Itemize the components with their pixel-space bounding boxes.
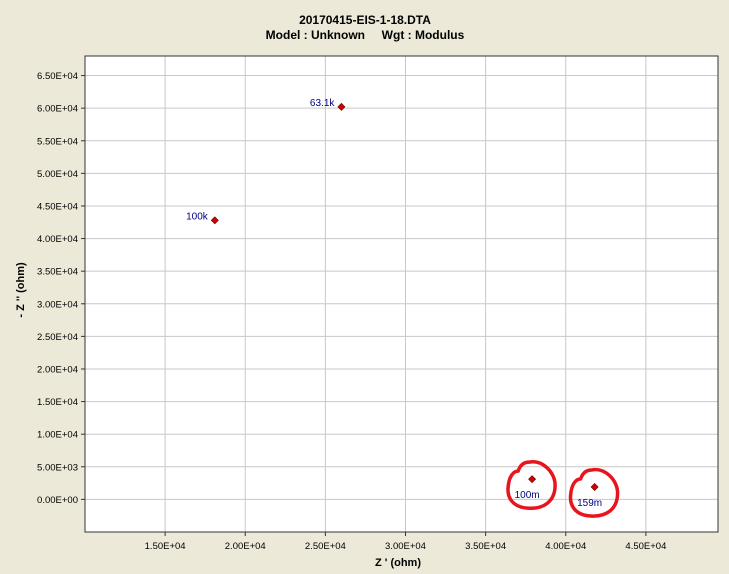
y-tick-label: 1.00E+04 <box>37 430 78 441</box>
chart-subtitle: Model : Unknown Wgt : Modulus <box>266 28 465 42</box>
x-tick-label: 3.50E+04 <box>465 541 506 552</box>
x-tick-label: 2.50E+04 <box>305 541 346 552</box>
data-point <box>337 102 346 111</box>
data-point-label: 100m <box>515 490 540 501</box>
x-axis-ticks: 1.50E+04 2.00E+04 2.50E+04 3.00E+04 3.50E+04… <box>145 532 666 552</box>
data-point <box>590 483 599 491</box>
y-tick-label: 6.50E+04 <box>37 71 78 82</box>
plot-frame <box>84 55 719 533</box>
annotation-circles <box>506 460 620 518</box>
data-point-label: 100k <box>186 211 209 222</box>
data-points: 100k 63.1k 100m 159m <box>186 98 602 509</box>
data-point-label: 159m <box>577 498 602 509</box>
x-tick-label: 3.00E+04 <box>385 541 426 552</box>
y-tick-label: 3.00E+04 <box>37 299 78 310</box>
grid-lines <box>85 56 718 532</box>
data-point <box>210 216 219 225</box>
y-tick-label: 2.50E+04 <box>37 332 78 343</box>
y-axis-label: - Z '' (ohm) <box>15 262 27 318</box>
annotation-circle <box>568 467 620 518</box>
annotation-circle <box>506 460 557 510</box>
x-tick-label: 4.00E+04 <box>545 541 586 552</box>
y-tick-label: 4.00E+04 <box>37 234 78 245</box>
x-tick-label: 2.00E+04 <box>225 541 266 552</box>
data-point-label: 63.1k <box>310 98 335 109</box>
x-tick-label: 4.50E+04 <box>625 541 666 552</box>
y-axis-ticks: 0.00E+00 5.00E+03 1.00E+04 1.50E+04 2.00E+04… <box>37 71 85 506</box>
y-tick-label: 1.50E+04 <box>37 397 78 408</box>
y-tick-label: 5.50E+04 <box>37 136 78 147</box>
plot-area <box>85 56 718 532</box>
y-tick-label: 5.00E+04 <box>37 169 78 180</box>
y-tick-label: 4.50E+04 <box>37 201 78 212</box>
chart-title: 20170415-EIS-1-18.DTA <box>299 13 431 27</box>
y-tick-label: 2.00E+04 <box>37 364 78 375</box>
y-tick-label: 6.00E+04 <box>37 104 78 115</box>
x-axis-label: Z ' (ohm) <box>375 557 421 569</box>
y-tick-label: 5.00E+03 <box>37 462 78 473</box>
data-point <box>528 475 537 484</box>
y-tick-label: 0.00E+00 <box>37 495 78 506</box>
x-tick-label: 1.50E+04 <box>145 541 186 552</box>
y-tick-label: 3.50E+04 <box>37 267 78 278</box>
